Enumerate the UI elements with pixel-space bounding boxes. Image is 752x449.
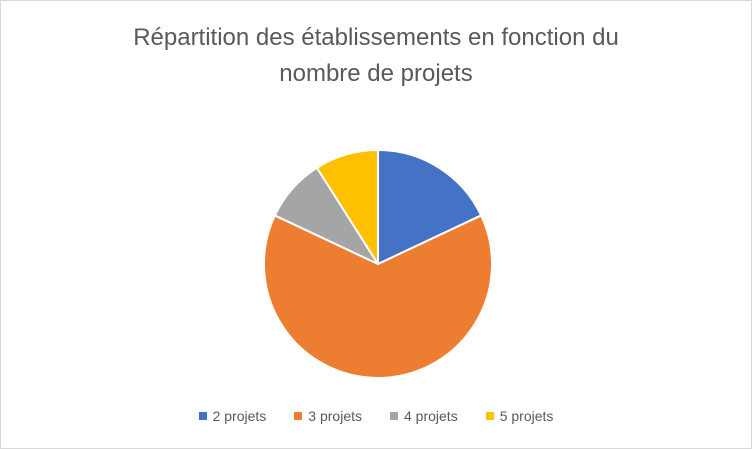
legend-swatch <box>390 412 398 420</box>
legend-item-5-projets: 5 projets <box>485 408 554 424</box>
legend-label: 2 projets <box>212 408 267 424</box>
chart-legend: 2 projets 3 projets 4 projets 5 projets <box>0 408 752 424</box>
legend-item-4-projets: 4 projets <box>390 408 458 424</box>
legend-label: 3 projets <box>308 408 362 424</box>
legend-label: 4 projets <box>404 408 458 424</box>
pie-slice-5-projets <box>315 149 379 265</box>
chart-title-line-1: Répartition des établissements en foncti… <box>133 24 619 51</box>
legend-item-3-projets: 3 projets <box>294 408 362 424</box>
legend-item-2-projets: 2 projets <box>198 408 267 424</box>
chart-title-line-2: nombre de projets <box>279 60 473 87</box>
legend-label: 5 projets <box>499 408 554 424</box>
pie-slice-2-projets <box>377 149 483 265</box>
legend-swatch <box>485 412 494 420</box>
chart-title: Répartition des établissements en foncti… <box>0 20 752 92</box>
legend-swatch <box>294 412 303 420</box>
legend-swatch <box>198 412 207 420</box>
pie-slice-3-projets <box>263 214 493 379</box>
